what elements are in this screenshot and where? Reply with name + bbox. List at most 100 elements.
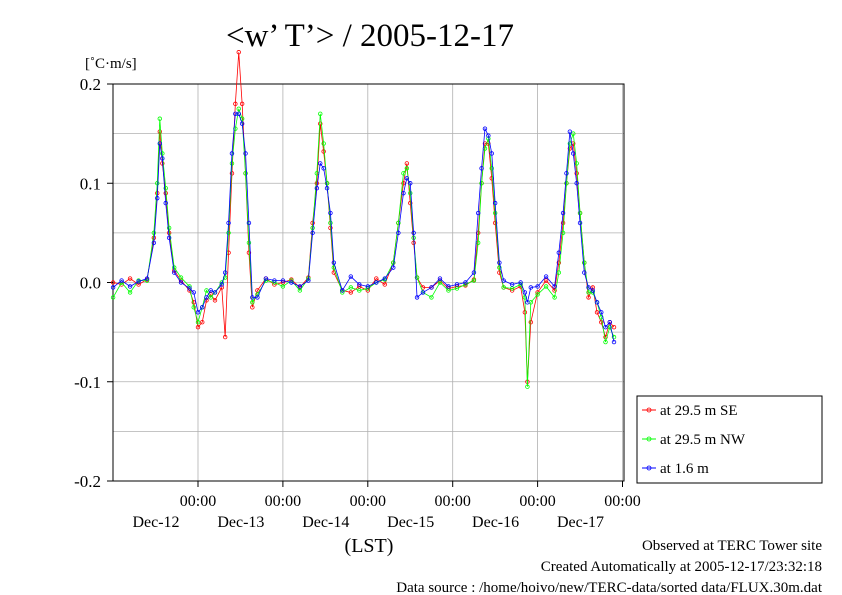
data-point: [501, 278, 506, 283]
data-point: [543, 274, 549, 279]
data-point: [396, 230, 401, 236]
data-point: [195, 320, 201, 325]
data-point: [590, 288, 595, 293]
data-point: [200, 305, 205, 310]
data-point: [522, 295, 528, 300]
data-point: [475, 210, 481, 216]
data-point: [321, 166, 326, 171]
x-tick-date: Dec-14: [302, 514, 349, 531]
data-point: [155, 195, 160, 201]
data-point: [318, 111, 323, 116]
data-point: [396, 220, 401, 226]
data-point: [127, 276, 133, 281]
data-point: [582, 270, 587, 275]
data-point: [306, 278, 311, 283]
data-point: [492, 210, 498, 216]
data-point: [437, 276, 443, 281]
data-point: [324, 186, 330, 191]
data-point: [155, 181, 160, 186]
data-point: [564, 181, 569, 186]
data-point: [404, 161, 410, 166]
data-point: [509, 282, 515, 287]
data-point: [404, 176, 410, 181]
data-point: [110, 295, 116, 300]
data-point: [172, 265, 177, 270]
data-point: [195, 310, 201, 315]
x-tick-date: Dec-16: [472, 514, 519, 531]
data-point: [212, 298, 218, 303]
data-point: [471, 278, 477, 283]
data-point: [599, 320, 604, 325]
data-point: [607, 320, 612, 325]
data-point: [318, 161, 323, 166]
data-point: [560, 220, 566, 226]
x-tick-time: 00:00: [265, 493, 301, 510]
data-point: [157, 141, 162, 146]
data-point: [222, 334, 228, 340]
data-point: [324, 181, 330, 186]
data-point: [255, 295, 260, 300]
x-tick-time: 00:00: [180, 493, 216, 510]
data-point: [429, 285, 434, 290]
data-point: [243, 151, 248, 156]
data-point: [518, 280, 523, 285]
data-point: [586, 285, 591, 290]
data-point: [172, 270, 177, 275]
data-point: [599, 310, 604, 315]
data-point: [263, 276, 269, 281]
data-point: [250, 305, 255, 310]
data-point: [479, 181, 484, 186]
data-point: [321, 149, 326, 154]
data-point: [136, 279, 141, 284]
data-point: [250, 300, 255, 305]
legend: at 29.5 m SE at 29.5 m NW at 1.6 m: [636, 395, 823, 484]
data-point: [163, 186, 168, 191]
data-point: [382, 282, 387, 287]
data-point: [318, 121, 323, 126]
data-point: [357, 288, 362, 293]
data-point: [594, 310, 600, 315]
data-point: [157, 129, 162, 134]
y-unit-label: [˚C·m/s]: [85, 56, 137, 72]
data-point: [586, 295, 591, 300]
data-point: [607, 324, 612, 330]
data-point: [590, 285, 595, 290]
data-point: [401, 171, 406, 176]
data-point: [222, 270, 228, 275]
data-point: [226, 230, 231, 236]
data-point: [391, 265, 396, 270]
data-point: [556, 260, 562, 265]
data-point: [414, 295, 420, 300]
legend-swatch-marker: [646, 436, 652, 442]
data-point: [208, 288, 213, 293]
data-point: [160, 156, 165, 161]
data-point: [233, 101, 238, 107]
data-point: [208, 295, 213, 300]
legend-label: at 29.5 m NW: [660, 432, 746, 448]
y-tick-label: 0.0: [80, 274, 101, 293]
data-point: [289, 280, 294, 285]
data-point: [110, 280, 116, 285]
data-point: [603, 324, 608, 330]
x-tick-date: Dec-12: [132, 514, 179, 531]
data-point: [574, 181, 579, 186]
data-point: [528, 320, 534, 325]
data-point: [492, 200, 498, 206]
data-point: [420, 290, 426, 295]
x-tick-date: Dec-13: [217, 514, 264, 531]
data-point: [151, 230, 157, 236]
x-tick-date: Dec-17: [557, 514, 604, 531]
data-point: [571, 151, 576, 156]
data-point: [119, 278, 124, 283]
data-point: [166, 235, 172, 241]
x-tick-date: Dec-15: [387, 514, 434, 531]
data-point: [391, 260, 396, 265]
data-point: [543, 284, 549, 289]
legend-box: [636, 395, 823, 484]
data-point: [328, 210, 333, 216]
data-point: [404, 166, 410, 171]
data-point: [489, 151, 494, 156]
data-point: [348, 290, 354, 295]
data-point: [408, 190, 413, 196]
data-point: [195, 324, 201, 330]
